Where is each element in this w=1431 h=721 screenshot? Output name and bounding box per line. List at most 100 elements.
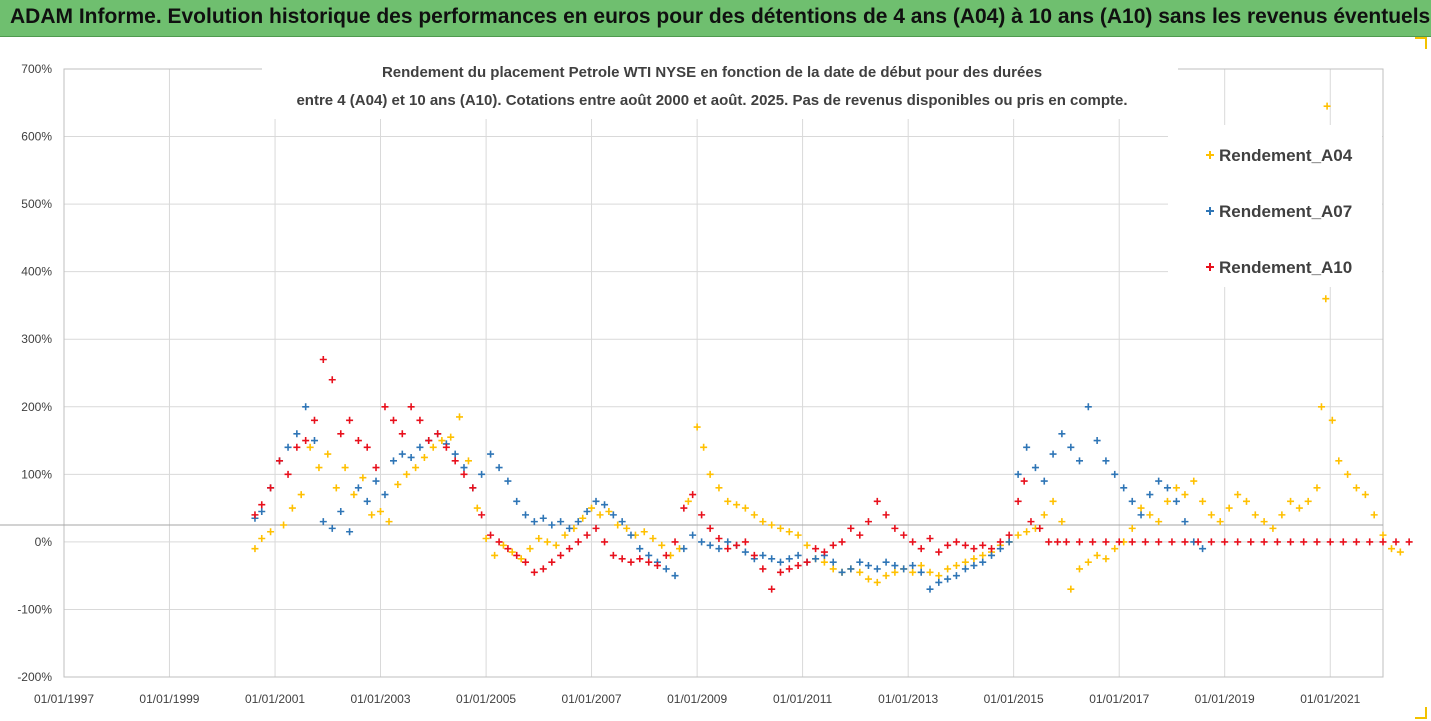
- data-point: [776, 568, 784, 576]
- data-point: [662, 565, 670, 573]
- data-point: [653, 562, 661, 570]
- data-point: [693, 423, 701, 431]
- data-point: [478, 470, 486, 478]
- y-tick-label: 100%: [21, 467, 52, 481]
- y-tick-label: 200%: [21, 400, 52, 414]
- data-point: [601, 538, 609, 546]
- x-tick-label: 01/01/2007: [562, 692, 622, 706]
- data-point: [381, 491, 389, 499]
- data-point: [759, 565, 767, 573]
- data-point: [508, 548, 516, 556]
- data-point: [700, 443, 708, 451]
- data-point: [1163, 484, 1171, 492]
- data-point: [873, 578, 881, 586]
- data-point: [1137, 511, 1145, 519]
- data-point: [776, 558, 784, 566]
- data-point: [715, 545, 723, 553]
- data-point: [1093, 437, 1101, 445]
- data-point: [251, 511, 259, 519]
- data-point: [1102, 457, 1110, 465]
- data-point: [1396, 548, 1404, 556]
- x-tick-label: 01/01/2019: [1195, 692, 1255, 706]
- data-point: [1260, 538, 1268, 546]
- data-point: [1084, 403, 1092, 411]
- data-point: [645, 558, 653, 566]
- data-point: [1370, 511, 1378, 519]
- y-tick-label: 300%: [21, 332, 52, 346]
- legend-marker: [1206, 151, 1214, 159]
- data-point: [398, 450, 406, 458]
- data-point: [1181, 538, 1189, 546]
- data-point: [1392, 538, 1400, 546]
- data-point: [1366, 538, 1374, 546]
- x-tick-label: 01/01/1999: [139, 692, 199, 706]
- data-point: [1323, 102, 1331, 110]
- data-point: [548, 558, 556, 566]
- frame-corner-top-right: [1415, 37, 1427, 49]
- legend-label: Rendement_A07: [1219, 202, 1352, 221]
- data-point: [1379, 538, 1387, 546]
- data-point: [733, 541, 741, 549]
- data-point: [1005, 531, 1013, 539]
- data-point: [1313, 484, 1321, 492]
- data-point: [530, 568, 538, 576]
- data-point: [1287, 497, 1295, 505]
- data-point: [310, 416, 318, 424]
- data-point: [258, 535, 266, 543]
- data-point: [900, 531, 908, 539]
- data-point: [1313, 538, 1321, 546]
- data-point: [354, 484, 362, 492]
- data-point: [1146, 511, 1154, 519]
- data-point: [420, 453, 428, 461]
- data-point: [548, 521, 556, 529]
- data-point: [535, 535, 543, 543]
- data-point: [1225, 504, 1233, 512]
- data-point: [1014, 470, 1022, 478]
- data-point: [416, 443, 424, 451]
- data-point: [1020, 477, 1028, 485]
- data-point: [623, 524, 631, 532]
- data-point: [1251, 511, 1259, 519]
- data-point: [596, 511, 604, 519]
- data-point: [495, 538, 503, 546]
- data-point: [447, 433, 455, 441]
- data-point: [909, 562, 917, 570]
- data-point: [640, 528, 648, 536]
- data-point: [583, 531, 591, 539]
- data-point: [684, 497, 692, 505]
- data-point: [618, 518, 626, 526]
- data-point: [1155, 477, 1163, 485]
- data-point: [434, 430, 442, 438]
- data-point: [935, 578, 943, 586]
- data-point: [1089, 538, 1097, 546]
- data-point: [979, 558, 987, 566]
- legend-label: Rendement_A04: [1219, 146, 1353, 165]
- data-point: [513, 497, 521, 505]
- data-point: [346, 528, 354, 536]
- data-point: [543, 538, 551, 546]
- data-point: [715, 535, 723, 543]
- data-point: [768, 555, 776, 563]
- data-point: [1199, 545, 1207, 553]
- data-point: [1172, 484, 1180, 492]
- data-point: [1379, 531, 1387, 539]
- data-point: [302, 437, 310, 445]
- data-point: [1344, 470, 1352, 478]
- data-point: [1084, 558, 1092, 566]
- data-point: [706, 541, 714, 549]
- data-point: [1049, 450, 1057, 458]
- data-point: [847, 565, 855, 573]
- data-point: [1023, 443, 1031, 451]
- data-point: [649, 535, 657, 543]
- data-point: [412, 464, 420, 472]
- data-point: [645, 551, 653, 559]
- data-point: [803, 541, 811, 549]
- legend-bg: [1168, 125, 1382, 287]
- data-point: [1128, 497, 1136, 505]
- data-point: [1352, 538, 1360, 546]
- data-point: [680, 545, 688, 553]
- x-tick-label: 01/01/2001: [245, 692, 305, 706]
- data-point: [1062, 538, 1070, 546]
- data-point: [1093, 551, 1101, 559]
- data-point: [926, 535, 934, 543]
